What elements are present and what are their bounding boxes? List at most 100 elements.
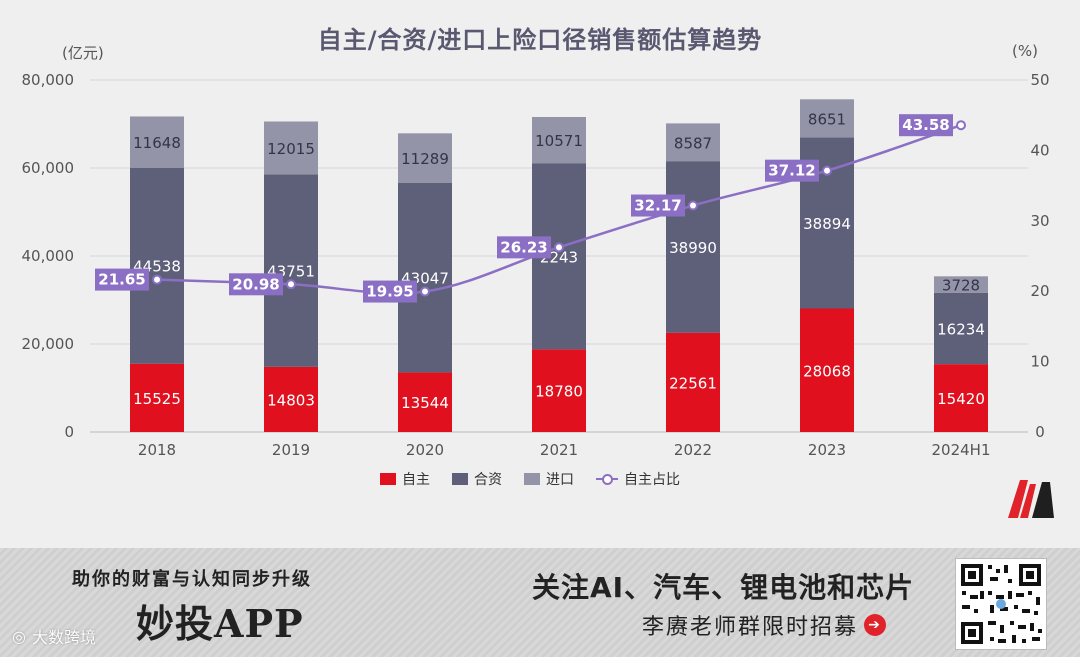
y2-tick-label: 0 — [1035, 423, 1045, 441]
legend-label-domestic: 自主 — [402, 472, 430, 488]
share-point — [822, 165, 832, 176]
bar-segment — [264, 366, 318, 432]
share-label: 43.58 — [902, 116, 949, 134]
y-tick-label: 80,000 — [22, 71, 75, 89]
bar-value-label: 13544 — [401, 394, 449, 412]
legend-item-jv: 合资 — [452, 469, 502, 489]
bar-segment — [398, 133, 452, 183]
x-tick-label: 2019 — [272, 441, 310, 459]
bar-value-label: 38990 — [669, 239, 717, 257]
bar-segment — [666, 161, 720, 333]
bar-segment — [398, 182, 452, 373]
share-point — [688, 200, 698, 211]
bar-segment — [800, 99, 854, 138]
x-tick-label: 2024H1 — [932, 441, 991, 459]
share-label: 19.95 — [366, 283, 413, 301]
share-label: 37.12 — [768, 162, 815, 180]
y-tick-label: 60,000 — [22, 159, 75, 177]
share-point — [420, 286, 430, 297]
bar-segment — [264, 121, 318, 175]
watermark-text: 大数跨境 — [31, 628, 96, 647]
y2-tick-label: 20 — [1030, 282, 1049, 300]
bar-segment — [264, 174, 318, 367]
y-tick-label: 40,000 — [22, 247, 75, 265]
share-label-box — [631, 194, 685, 217]
share-label-box — [229, 273, 283, 296]
share-label: 21.65 — [98, 271, 145, 289]
share-point — [956, 120, 966, 131]
x-tick-label: 2023 — [808, 441, 846, 459]
legend-label-import: 进口 — [546, 472, 574, 488]
qr-code-icon[interactable] — [955, 558, 1047, 650]
x-tick-label: 2020 — [406, 441, 444, 459]
banner-recruit[interactable]: 李赓老师群限时招募 ➔ — [642, 609, 887, 641]
share-point — [554, 242, 564, 253]
legend-label-share: 自主占比 — [624, 472, 680, 488]
legend-item-import: 进口 — [524, 469, 574, 489]
legend-swatch-import — [524, 473, 540, 485]
bar-value-label: 8651 — [808, 110, 846, 128]
bar-value-label: 14803 — [267, 391, 315, 409]
arrow-right-icon[interactable]: ➔ — [864, 614, 887, 636]
bar-value-label: 12015 — [267, 140, 315, 158]
y-tick-label: 0 — [64, 423, 74, 441]
x-tick-label: 2018 — [138, 441, 176, 459]
legend-label-jv: 合资 — [474, 472, 502, 488]
bar-segment — [130, 116, 184, 168]
share-label-box — [899, 114, 953, 137]
share-label-box — [497, 236, 551, 259]
legend-swatch-domestic — [380, 473, 396, 485]
bar-segment — [934, 292, 988, 365]
bar-segment — [934, 276, 988, 293]
y2-tick-label: 30 — [1030, 212, 1049, 230]
share-point — [152, 274, 162, 285]
legend-line-marker — [596, 473, 618, 485]
bar-segment — [666, 123, 720, 162]
bar-segment — [532, 116, 586, 164]
bar-value-label: 18780 — [535, 383, 583, 401]
bar-segment — [666, 332, 720, 432]
bar-value-label: 28068 — [803, 362, 851, 380]
bar-segment — [934, 364, 988, 432]
chart-legend: 自主 合资 进口 自主占比 — [380, 469, 680, 489]
bar-value-label: 15525 — [133, 390, 181, 408]
share-label: 26.23 — [500, 238, 547, 256]
share-label-box — [765, 159, 819, 182]
bar-value-label: 3728 — [942, 277, 980, 295]
chart-area: 0 20,000 40,000 60,000 80,000 0 10 20 30 40 50 1552… — [21, 26, 1054, 518]
bar-value-label: 8587 — [674, 134, 712, 152]
y2-tick-label: 10 — [1030, 353, 1049, 371]
share-point — [286, 279, 296, 290]
legend-swatch-jv — [452, 473, 468, 485]
brand-logo — [1008, 480, 1054, 518]
right-axis-unit: (%) — [1012, 42, 1038, 60]
bar-segment — [130, 363, 184, 432]
bar-value-label: 15420 — [937, 390, 985, 408]
bar-value-label: 22561 — [669, 374, 717, 392]
share-label: 32.17 — [634, 197, 681, 215]
bar-value-label: 11648 — [133, 134, 181, 152]
x-tick-label: 2021 — [540, 441, 578, 459]
legend-item-domestic: 自主 — [380, 469, 430, 489]
banner-recruit-text: 李赓老师群限时招募 — [642, 615, 859, 640]
y2-tick-label: 40 — [1030, 141, 1049, 159]
chart-svg: 0 20,000 40,000 60,000 80,000 0 10 20 30 40 50 1552… — [22, 71, 1050, 459]
bar-value-label: 38894 — [803, 215, 851, 233]
share-label-box — [363, 280, 417, 303]
y-tick-label: 20,000 — [22, 335, 75, 353]
x-tick-label: 2022 — [674, 441, 712, 459]
y2-tick-label: 50 — [1030, 71, 1049, 89]
banner-slogan: 助你的财富与认知同步升级 — [72, 569, 312, 590]
banner-app-name: 妙投APP — [136, 601, 304, 646]
share-label: 20.98 — [232, 275, 279, 293]
legend-item-share: 自主占比 — [596, 469, 680, 489]
bar-segment — [130, 167, 184, 364]
left-axis-unit: (亿元) — [62, 44, 104, 62]
bar-value-label: 16234 — [937, 320, 985, 338]
promo-banner[interactable]: 助你的财富与认知同步升级 妙投APP 关注AI、汽车、锂电池和芯片 李赓老师群限… — [0, 548, 1080, 657]
watermark: ◎ 大数跨境 — [12, 624, 96, 648]
weibo-icon: ◎ — [12, 626, 26, 646]
share-label-box — [95, 268, 149, 291]
chart-title: 自主/合资/进口上险口径销售额估算趋势 — [317, 26, 763, 54]
bar-segment — [532, 349, 586, 432]
